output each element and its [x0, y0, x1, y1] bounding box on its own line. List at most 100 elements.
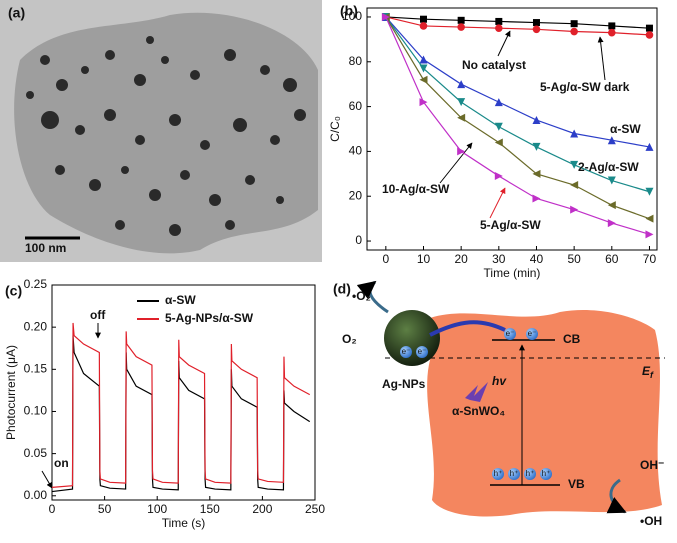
superoxide: •O₂	[352, 289, 371, 303]
x-axis-label: Time (s)	[162, 516, 206, 530]
legend-label: α-SW	[165, 293, 196, 307]
panel-label: (d)	[333, 281, 351, 297]
electron-label: e⁻	[506, 329, 515, 338]
x-tick-label: 250	[305, 502, 325, 516]
marker	[419, 75, 428, 84]
y-tick-label: 0.10	[24, 404, 48, 418]
fermi-symbol: E	[642, 364, 651, 378]
marker	[457, 80, 466, 89]
y-axis-label: Photocurrent (μA)	[4, 345, 18, 440]
marker	[570, 205, 579, 214]
y-tick-label: 0.20	[24, 319, 48, 333]
annotation: off	[90, 308, 106, 322]
marker	[570, 160, 579, 169]
x-tick-label: 100	[147, 502, 167, 516]
y-tick-label: 0.15	[24, 361, 48, 375]
panel-label: (a)	[8, 5, 25, 21]
mechanism-diagram: e⁻ e⁻ e⁻ e⁻ h⁺ h⁺ h⁺ h⁺ (d) •O₂ O₂ Ag-NP…	[333, 281, 665, 528]
scale-bar-label: 100 nm	[25, 241, 66, 255]
y-tick-label: 40	[349, 144, 363, 158]
x-tick-label: 60	[605, 252, 619, 266]
annotation-arrows	[41, 30, 606, 489]
x-tick-label: 20	[454, 252, 468, 266]
x-tick-label: 30	[492, 252, 506, 266]
marker	[419, 15, 427, 23]
electron-label: e⁻	[418, 347, 427, 356]
fermi-label: Ef	[642, 364, 654, 380]
marker	[457, 23, 465, 31]
x-tick-label: 70	[643, 252, 657, 266]
marker	[607, 176, 616, 185]
x-tick-label: 10	[417, 252, 431, 266]
series-line	[51, 335, 311, 493]
x-tick-label: 40	[530, 252, 544, 266]
marker	[457, 147, 466, 156]
hole-label: h⁺	[526, 469, 535, 478]
marker	[645, 142, 654, 151]
marker	[608, 28, 616, 37]
marker	[532, 25, 541, 34]
marker	[494, 122, 503, 131]
y-tick-label: 60	[349, 99, 363, 113]
marker	[495, 17, 503, 25]
hole-label: h⁺	[494, 469, 503, 478]
marker	[419, 55, 428, 64]
fermi-subscript: f	[650, 370, 654, 380]
series-line	[51, 322, 311, 488]
marker	[532, 169, 541, 178]
marker	[570, 27, 578, 36]
ag-label: Ag-NPs	[382, 377, 426, 391]
cb-label: CB	[563, 332, 581, 346]
marker	[645, 31, 654, 39]
marker	[532, 194, 541, 203]
marker	[570, 20, 578, 28]
marker	[419, 64, 428, 73]
series-annotation: 5-Ag/α-SW dark	[540, 80, 630, 94]
plot-frame	[51, 284, 316, 501]
x-tick-label: 50	[98, 502, 112, 516]
marker	[645, 187, 654, 196]
light-label: hv	[492, 374, 507, 388]
legend-label: 5-Ag-NPs/α-SW	[165, 311, 254, 325]
x-tick-label: 150	[200, 502, 220, 516]
plot-frame	[366, 7, 658, 251]
series-line	[385, 16, 650, 235]
y-tick-label: 0	[355, 233, 362, 247]
oxygen: O₂	[342, 332, 357, 346]
marker	[532, 142, 541, 151]
marker	[494, 138, 503, 147]
series-line	[385, 16, 650, 29]
series-annotation: 2-Ag/α-SW	[578, 160, 639, 174]
marker	[570, 129, 579, 138]
y-tick-label: 0.05	[24, 446, 48, 460]
vb-label: VB	[568, 477, 585, 491]
marker	[645, 24, 653, 32]
hole-label: h⁺	[542, 469, 551, 478]
y-tick-label: 0.00	[24, 488, 48, 502]
marker	[457, 98, 466, 107]
x-tick-label: 200	[252, 502, 272, 516]
y-tick-label: 20	[349, 188, 363, 202]
electrons	[400, 328, 552, 480]
series-annotation: α-SW	[610, 122, 641, 136]
marker	[457, 16, 465, 24]
series-line	[385, 16, 650, 220]
marker	[645, 230, 654, 239]
electron-label: e⁻	[402, 347, 411, 356]
y-axis-label: C/C₀	[328, 116, 342, 142]
marker	[419, 22, 428, 30]
hydroxide: OH⁻	[640, 458, 664, 472]
marker	[532, 116, 541, 125]
marker	[495, 24, 503, 32]
marker	[607, 219, 616, 228]
marker	[607, 136, 616, 145]
x-tick-label: 0	[382, 252, 389, 266]
series-line	[385, 16, 650, 36]
micrograph: (a) 100 nm	[0, 0, 322, 262]
hole-label: h⁺	[510, 469, 519, 478]
marker	[645, 214, 654, 223]
marker	[494, 98, 503, 107]
semiconductor-label: α-SnWO₄	[452, 404, 505, 418]
y-tick-label: 80	[349, 54, 363, 68]
